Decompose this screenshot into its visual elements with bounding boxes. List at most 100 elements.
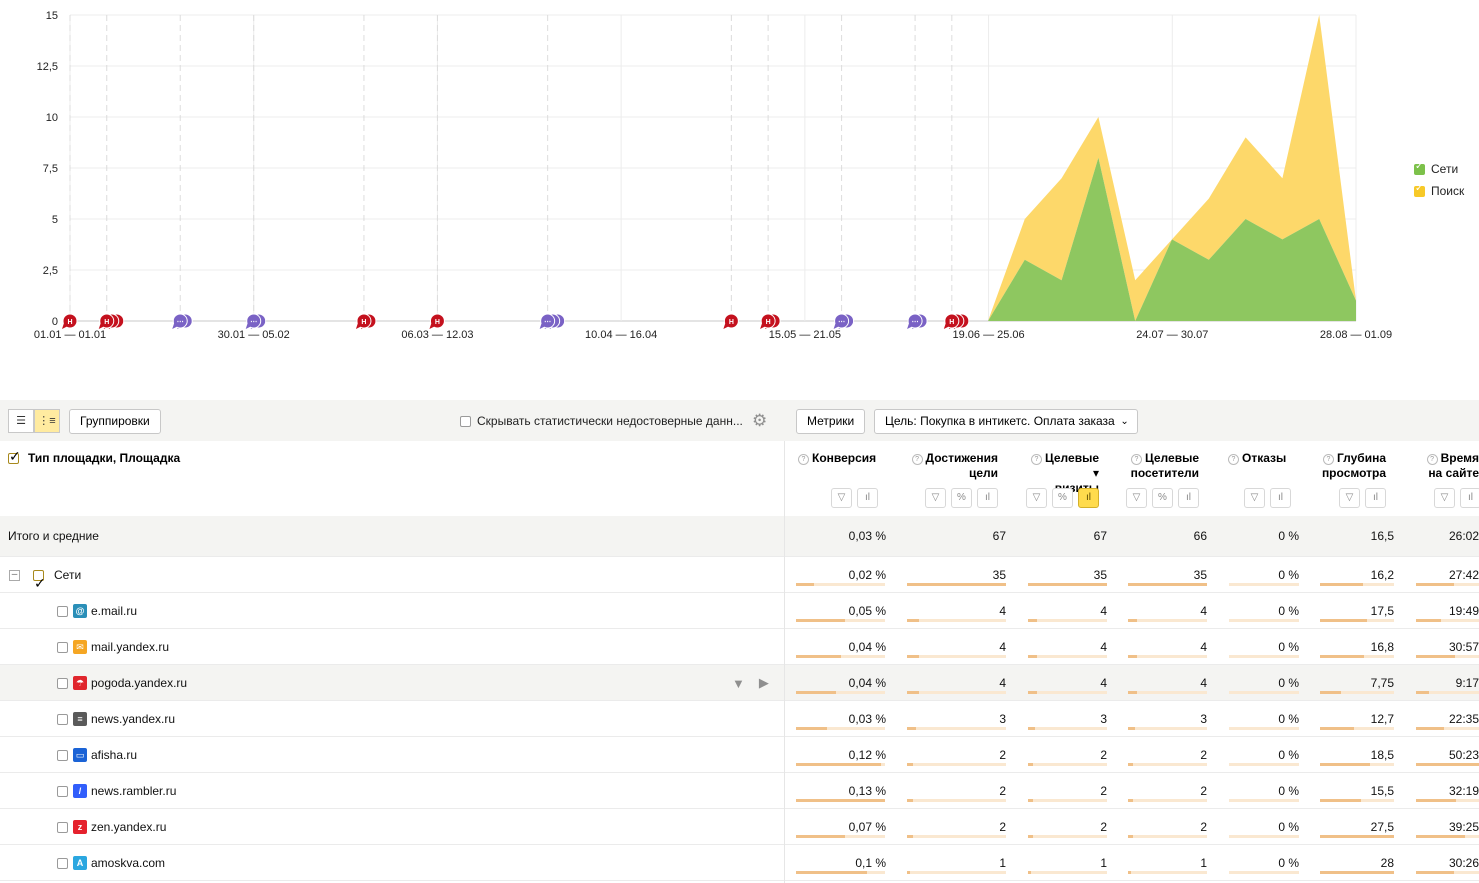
metric-value: 26:02	[1448, 529, 1479, 543]
dimension-checkbox[interactable]	[8, 448, 21, 465]
legend-item-poisk[interactable]: Поиск	[1414, 180, 1464, 202]
site-name[interactable]: news.rambler.ru	[91, 784, 177, 798]
play-icon[interactable]: ▶	[758, 675, 769, 690]
metric-bar	[1128, 835, 1207, 838]
filter-icon[interactable]: ▽	[1026, 488, 1047, 508]
metric-bar	[907, 799, 1006, 802]
group-label: Сети	[54, 568, 82, 582]
checkbox-icon[interactable]	[1414, 161, 1425, 175]
help-icon[interactable]: ?	[798, 454, 809, 465]
row-checkbox[interactable]	[57, 641, 68, 653]
chart-bars-icon[interactable]: ıl	[1178, 488, 1199, 508]
metric-value: 15,5	[1370, 784, 1394, 798]
help-icon[interactable]: ?	[1030, 454, 1042, 465]
metric-bar-fill	[1320, 763, 1370, 766]
holiday-marker-icon[interactable]: Н	[429, 313, 445, 329]
goal-select[interactable]: Цель: Покупка в интикетс. Оплата заказа …	[874, 409, 1138, 434]
site-name[interactable]: zen.yandex.ru	[91, 820, 167, 834]
report-toolbar: ☰ ⋮≡ Группировки Скрывать статистически …	[0, 400, 1479, 441]
row-checkbox[interactable]	[33, 565, 46, 601]
help-icon[interactable]: ?	[1228, 454, 1239, 465]
hide-unreliable-checkbox[interactable]	[460, 415, 471, 427]
metric-value: 12,7	[1370, 712, 1394, 726]
row-checkbox[interactable]	[57, 821, 68, 833]
help-icon[interactable]: ?	[1130, 454, 1142, 465]
filter-icon[interactable]: ▽	[1126, 488, 1147, 508]
list-view-button[interactable]: ☰	[8, 409, 34, 433]
gear-icon[interactable]: ⚙	[752, 411, 768, 430]
chart-bars-icon[interactable]: ıl	[1365, 488, 1386, 508]
filter-icon[interactable]: ▽	[1339, 488, 1360, 508]
table-row[interactable]: @ e.mail.ru 0,05 % 4 4 4 0 % 17,5 19:49	[0, 593, 1479, 629]
row-checkbox[interactable]	[57, 677, 68, 689]
holiday-marker-icon[interactable]: Н	[943, 313, 960, 329]
help-icon[interactable]: ?	[911, 454, 923, 465]
checkbox-icon[interactable]	[1414, 183, 1425, 197]
holiday-marker-icon[interactable]: Н	[723, 313, 739, 329]
percent-icon[interactable]: %	[951, 488, 972, 508]
note-marker-icon[interactable]: ⋯	[539, 313, 556, 329]
site-name[interactable]: mail.yandex.ru	[91, 640, 170, 654]
table-row[interactable]: ▭ afisha.ru 0,12 % 2 2 2 0 % 18,5 50:23	[0, 737, 1479, 773]
metric-bar-fill	[1320, 835, 1394, 838]
column-header[interactable]: ? Достижения цели	[906, 451, 998, 481]
chart-bars-icon[interactable]: ıl	[1078, 488, 1099, 508]
site-name[interactable]: e.mail.ru	[91, 604, 138, 618]
metric-bar	[1229, 835, 1299, 838]
groupings-button[interactable]: Группировки	[69, 409, 161, 434]
note-marker-icon[interactable]: ⋯	[833, 313, 850, 329]
site-name[interactable]: amoskva.com	[91, 856, 166, 870]
filter-icon[interactable]: ▽	[831, 488, 852, 508]
collapse-icon[interactable]: –	[9, 569, 20, 581]
group-row-seti[interactable]: – Сети 0,02 % 35 35 35 0 % 16,2 27:42	[0, 557, 1479, 601]
dimension-header[interactable]: Тип площадки, Площадка	[8, 448, 180, 465]
row-checkbox[interactable]	[57, 857, 68, 869]
table-row[interactable]: z zen.yandex.ru 0,07 % 2 2 2 0 % 27,5 39:25	[0, 809, 1479, 845]
metric-value: 2	[1100, 748, 1107, 762]
filter-icon[interactable]: ▼	[732, 675, 745, 691]
holiday-marker-icon[interactable]: Н	[98, 313, 115, 329]
site-name[interactable]: news.yandex.ru	[91, 712, 176, 726]
chart-bars-icon[interactable]: ıl	[1270, 488, 1291, 508]
chart-bars-icon[interactable]: ıl	[857, 488, 878, 508]
column-header[interactable]: ? Глубина просмотра	[1318, 451, 1386, 481]
chart-bars-icon[interactable]: ıl	[1460, 488, 1479, 508]
note-marker-icon[interactable]: ⋯	[172, 313, 188, 329]
filter-icon[interactable]: ▽	[1434, 488, 1455, 508]
metrics-button[interactable]: Метрики	[796, 409, 866, 434]
site-name[interactable]: afisha.ru	[91, 748, 138, 762]
filter-icon[interactable]: ▽	[925, 488, 946, 508]
chart-bars-icon[interactable]: ıl	[977, 488, 998, 508]
row-checkbox[interactable]	[57, 749, 68, 761]
table-row[interactable]: ☂ pogoda.yandex.ru ▼ ▶ 0,04 % 4 4 4 0 % 7,75 9:17	[0, 665, 1479, 701]
site-name[interactable]: pogoda.yandex.ru	[91, 676, 188, 690]
column-header[interactable]: ? Конверсия	[798, 451, 878, 466]
percent-icon[interactable]: %	[1052, 488, 1073, 508]
row-checkbox[interactable]	[57, 605, 68, 617]
note-marker-icon[interactable]: ⋯	[245, 313, 262, 329]
help-icon[interactable]: ?	[1322, 454, 1334, 465]
table-row[interactable]: ✉ mail.yandex.ru 0,04 % 4 4 4 0 % 16,8 30:57	[0, 629, 1479, 665]
table-row[interactable]: / news.rambler.ru 0,13 % 2 2 2 0 % 15,5 32:19	[0, 773, 1479, 809]
percent-icon[interactable]: %	[1152, 488, 1173, 508]
row-checkbox[interactable]	[57, 785, 68, 797]
column-header[interactable]: ? Время на сайте	[1414, 451, 1479, 481]
x-tick-label: 28.08 — 01.09	[1320, 329, 1392, 341]
holiday-marker-icon[interactable]: Н	[355, 313, 372, 329]
tree-view-button[interactable]: ⋮≡	[34, 409, 60, 433]
row-checkbox[interactable]	[57, 713, 68, 725]
note-marker-icon[interactable]: ⋯	[907, 313, 923, 329]
metric-bar	[1128, 691, 1207, 694]
column-header[interactable]: ? Целевые посетители	[1128, 451, 1199, 481]
column-header[interactable]: ? Отказы	[1228, 451, 1291, 466]
holiday-marker-icon[interactable]: Н	[62, 313, 78, 329]
filter-icon[interactable]: ▽	[1244, 488, 1265, 508]
x-tick-label: 01.01 — 01.01	[34, 329, 106, 341]
metric-value: 1	[1100, 856, 1107, 870]
holiday-marker-icon[interactable]: Н	[760, 313, 776, 329]
hide-unreliable-toggle[interactable]: Скрывать статистически недостоверные дан…	[460, 414, 743, 428]
table-row[interactable]: ≡ news.yandex.ru 0,03 % 3 3 3 0 % 12,7 22:35	[0, 701, 1479, 737]
help-icon[interactable]: ?	[1426, 454, 1438, 465]
legend-item-seti[interactable]: Сети	[1414, 158, 1464, 180]
